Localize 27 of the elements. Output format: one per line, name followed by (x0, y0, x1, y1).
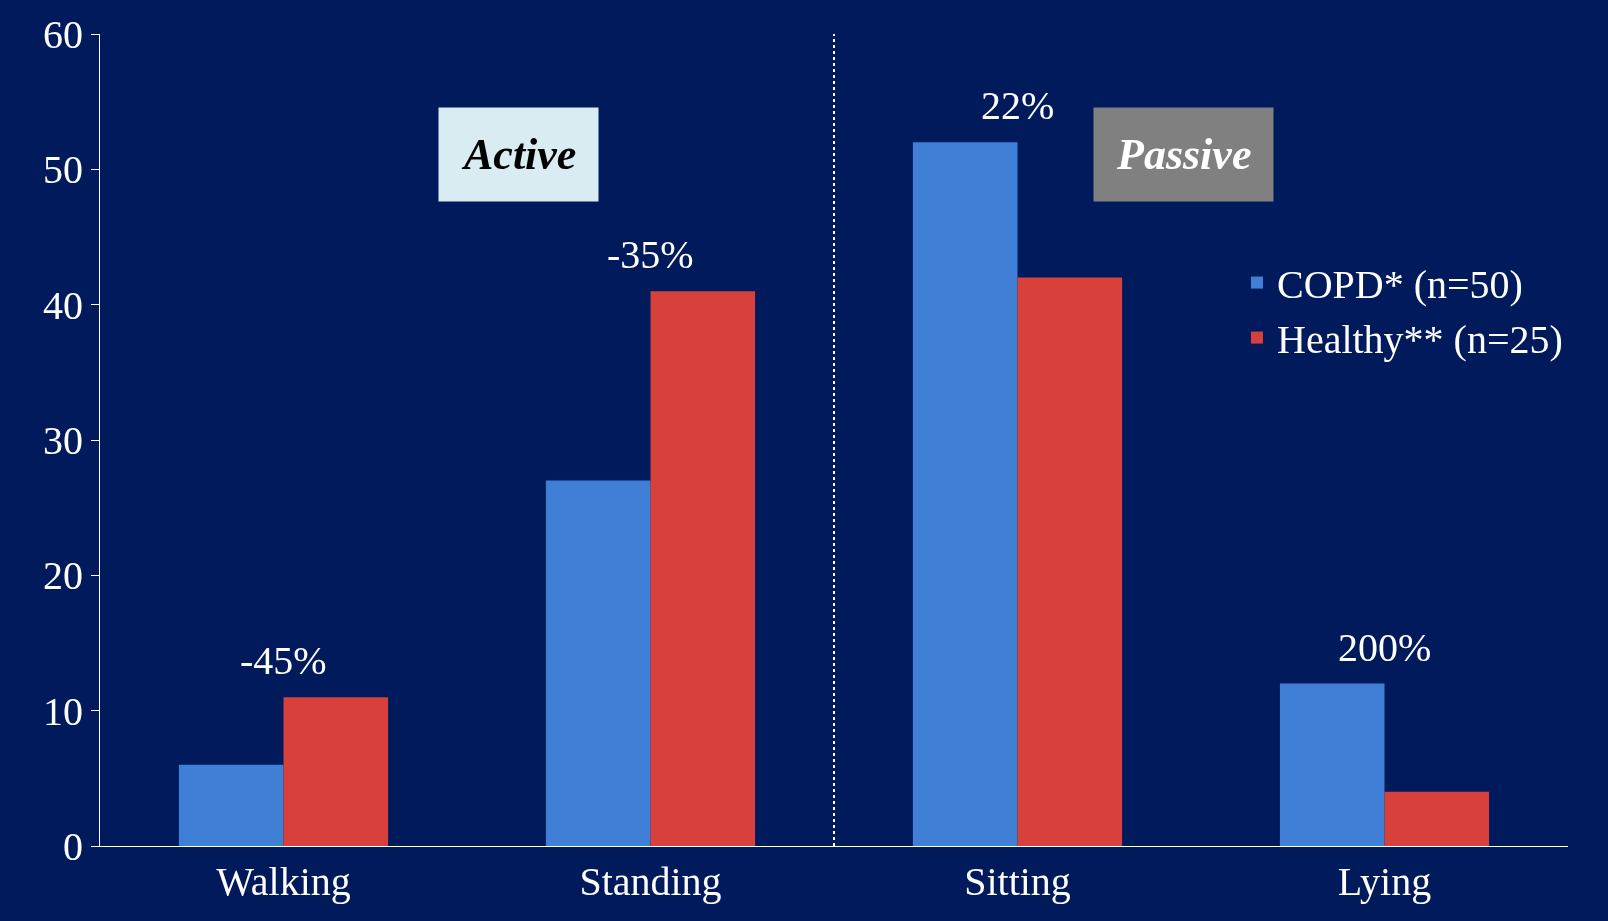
y-tick-label: 30 (43, 418, 83, 463)
x-tick-label: Standing (579, 859, 722, 904)
bar (545, 480, 651, 846)
bar (283, 697, 389, 846)
x-tick-label: Walking (216, 859, 351, 904)
annotation: Active (461, 130, 577, 179)
x-tick-label: Lying (1337, 859, 1432, 904)
legend-label: Healthy** (n=25) (1277, 317, 1563, 363)
bar (1279, 683, 1385, 846)
y-tick-label: 20 (43, 553, 83, 599)
legend-label: COPD* (n=50) (1277, 262, 1523, 308)
x-tick-label: Sitting (964, 859, 1071, 904)
bar (650, 291, 756, 846)
y-tick-label: 60 (43, 12, 83, 57)
y-tick-label: 50 (43, 147, 83, 193)
y-tick-label: 0 (63, 824, 83, 869)
annotation: -35% (607, 232, 694, 277)
bar (1384, 791, 1490, 846)
annotation: -45% (240, 638, 327, 683)
bar (1017, 277, 1123, 846)
y-tick-label: 40 (43, 282, 83, 328)
y-tick-label: 10 (43, 688, 83, 734)
annotation: 22% (981, 83, 1055, 128)
bar (178, 764, 284, 846)
annotation: Passive (1116, 130, 1252, 179)
annotation: 200% (1338, 625, 1432, 670)
bar (912, 142, 1018, 846)
